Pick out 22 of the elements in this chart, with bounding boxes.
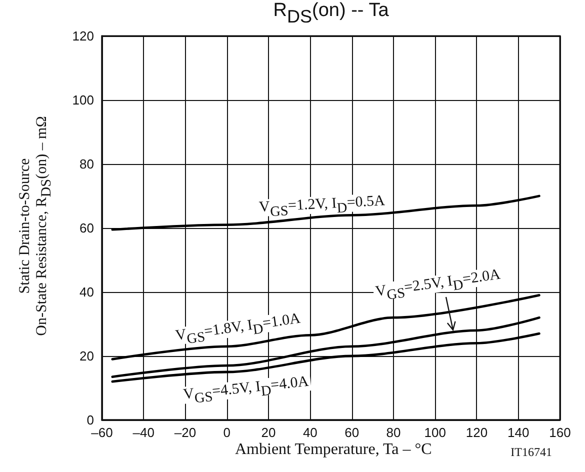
x-tick-label: 60 <box>344 425 360 440</box>
y-tick-label: 0 <box>86 412 94 428</box>
x-tick-label: –20 <box>174 425 196 440</box>
x-tick-label: 80 <box>386 425 401 440</box>
x-tick-label: –60 <box>91 425 113 440</box>
y-tick-label: 20 <box>80 348 94 364</box>
x-tick-label: –40 <box>132 425 154 440</box>
y-tick-label: 60 <box>80 220 94 236</box>
y-tick-label: 40 <box>80 284 94 300</box>
x-tick-label: 0 <box>223 425 231 440</box>
x-tick-label: 100 <box>424 425 446 440</box>
y-tick-label: 100 <box>72 92 94 108</box>
x-tick-label: 120 <box>466 425 488 440</box>
y-tick-label: 120 <box>72 28 94 44</box>
x-tick-label: 140 <box>508 425 530 440</box>
x-tick-label: 160 <box>549 425 571 440</box>
line-series <box>111 194 540 231</box>
x-tick-label: 20 <box>261 425 276 440</box>
text: IT16741 <box>510 445 552 460</box>
x-axis-title: Ambient Temperature, Ta – °C <box>235 441 432 460</box>
x-tick-label: 40 <box>302 425 318 440</box>
y-tick-label: 80 <box>80 156 94 172</box>
